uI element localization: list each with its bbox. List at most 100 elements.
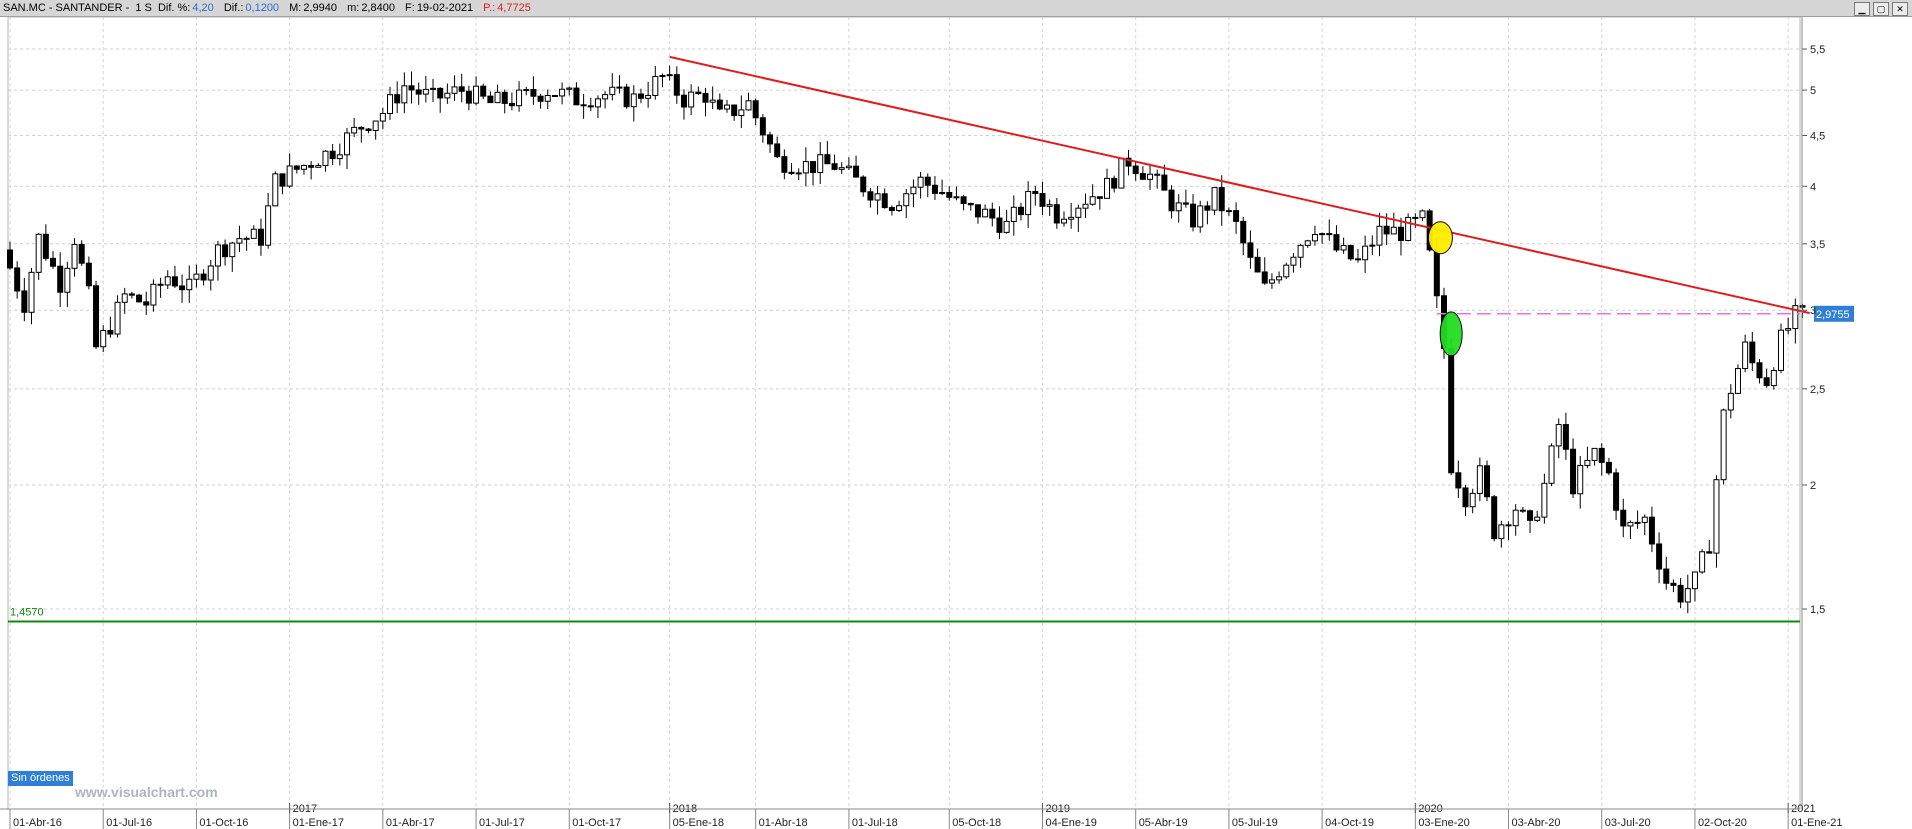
candle-up [544,94,551,102]
candle-down [437,87,444,99]
candlestick-chart[interactable]: 1,4570 2,9755 1,5 2 2,5 3 3,5 4 4,5 5 5,5 01-Abr-… [0,17,1912,829]
candle-up [1699,551,1706,573]
period-label: 1 S [135,2,152,14]
candle-down [179,285,186,291]
candle-down [1562,424,1569,450]
date-label: F: [405,2,415,14]
green-marker [1439,311,1463,357]
x-tick-label: 01-Jul-18 [852,817,898,829]
candle-down [508,102,515,107]
candle-down [996,217,1003,233]
candle-up [401,85,408,104]
candle-down [1663,568,1670,584]
candle-down [85,262,92,287]
candle-up [379,112,386,122]
y-axis: 1,5 2 2,5 3 3,5 4 4,5 5 5,5 [1801,17,1825,809]
candle-down [731,104,738,117]
x-tick-label: 04-Ene-19 [1045,817,1096,829]
candle-down [1433,249,1440,297]
candle-up [286,165,293,187]
candle-down [222,244,229,258]
candle-up [838,167,845,170]
candle-up [100,329,107,348]
candle-up [229,242,236,258]
x-tick-label: 01-Abr-17 [386,817,435,829]
candle-down [1484,465,1491,498]
candle-up [1792,305,1799,330]
candle-up [1584,459,1591,466]
candle-down [673,74,680,96]
candle-down [1412,216,1419,219]
candle-down [860,176,867,193]
y-tick-label: 1,5 [1810,604,1825,616]
candle-down [752,100,759,119]
candle-up [214,244,221,267]
candle-down [1491,496,1498,540]
candle-down [946,192,953,198]
candle-up [559,88,566,97]
close-button[interactable]: ✕ [1892,2,1908,16]
candle-down [967,202,974,206]
candle-up [709,99,716,103]
candle-down [1204,205,1211,211]
x-tick-label: 03-Ene-20 [1418,817,1469,829]
candle-down [128,293,135,296]
candle-up [688,91,695,108]
candle-up [724,104,730,110]
candle-up [1727,392,1734,411]
candle-down [1053,204,1060,224]
candle-down [14,267,21,292]
y-tick-label: 2 [1810,480,1816,492]
candle-up [982,208,989,218]
candle-up [387,94,394,114]
candle-down [293,165,300,170]
candle-up [444,92,451,99]
candle-down [989,208,996,219]
candle-up [1297,244,1304,258]
candle-up [236,238,243,244]
candle-up [473,85,480,104]
candle-down [960,196,967,204]
maximize-button[interactable]: ▢ [1873,2,1889,16]
candle-up [1777,329,1784,371]
candle-up [186,278,193,291]
candle-up [430,87,437,90]
candle-down [1190,203,1197,228]
y-tick-label: 2,5 [1810,384,1825,396]
candle-up [666,74,673,77]
candle-up [243,237,250,240]
candle-up [659,75,666,78]
candle-up [422,88,429,95]
candle-down [1519,509,1526,512]
candle-up [372,120,379,131]
candle-down [573,87,580,106]
candle-down [1254,256,1261,273]
x-tick-label: 02-Oct-20 [1698,817,1747,829]
candle-down [1247,242,1254,258]
candle-up [1419,210,1426,219]
candle-up [1691,571,1698,590]
candle-down [974,204,981,218]
candle-down [200,273,207,281]
candle-up [738,109,745,117]
chart-header: SAN.MC - SANTANDER - 1 S Dif. %: 4,20 Dif… [0,0,1912,17]
plot-area [7,17,1801,810]
candle-down [1132,165,1139,175]
candle-down [867,191,874,201]
candle-down [408,85,415,91]
candle-up [652,75,659,96]
minimize-button[interactable]: ▁ [1854,2,1870,16]
candle-down [415,89,422,95]
candle-up [609,86,616,96]
candle-up [1082,203,1089,209]
candle-down [1648,516,1655,545]
x-tick-label: 01-Jul-16 [106,817,152,829]
candle-down [1333,234,1340,251]
candle-up [1577,464,1584,495]
candle-up [121,293,128,303]
candle-up [817,154,824,173]
candle-down [716,99,723,110]
p-label: P.: [483,2,496,14]
candle-up [272,173,279,207]
min-value: 2,8400 [361,2,395,14]
